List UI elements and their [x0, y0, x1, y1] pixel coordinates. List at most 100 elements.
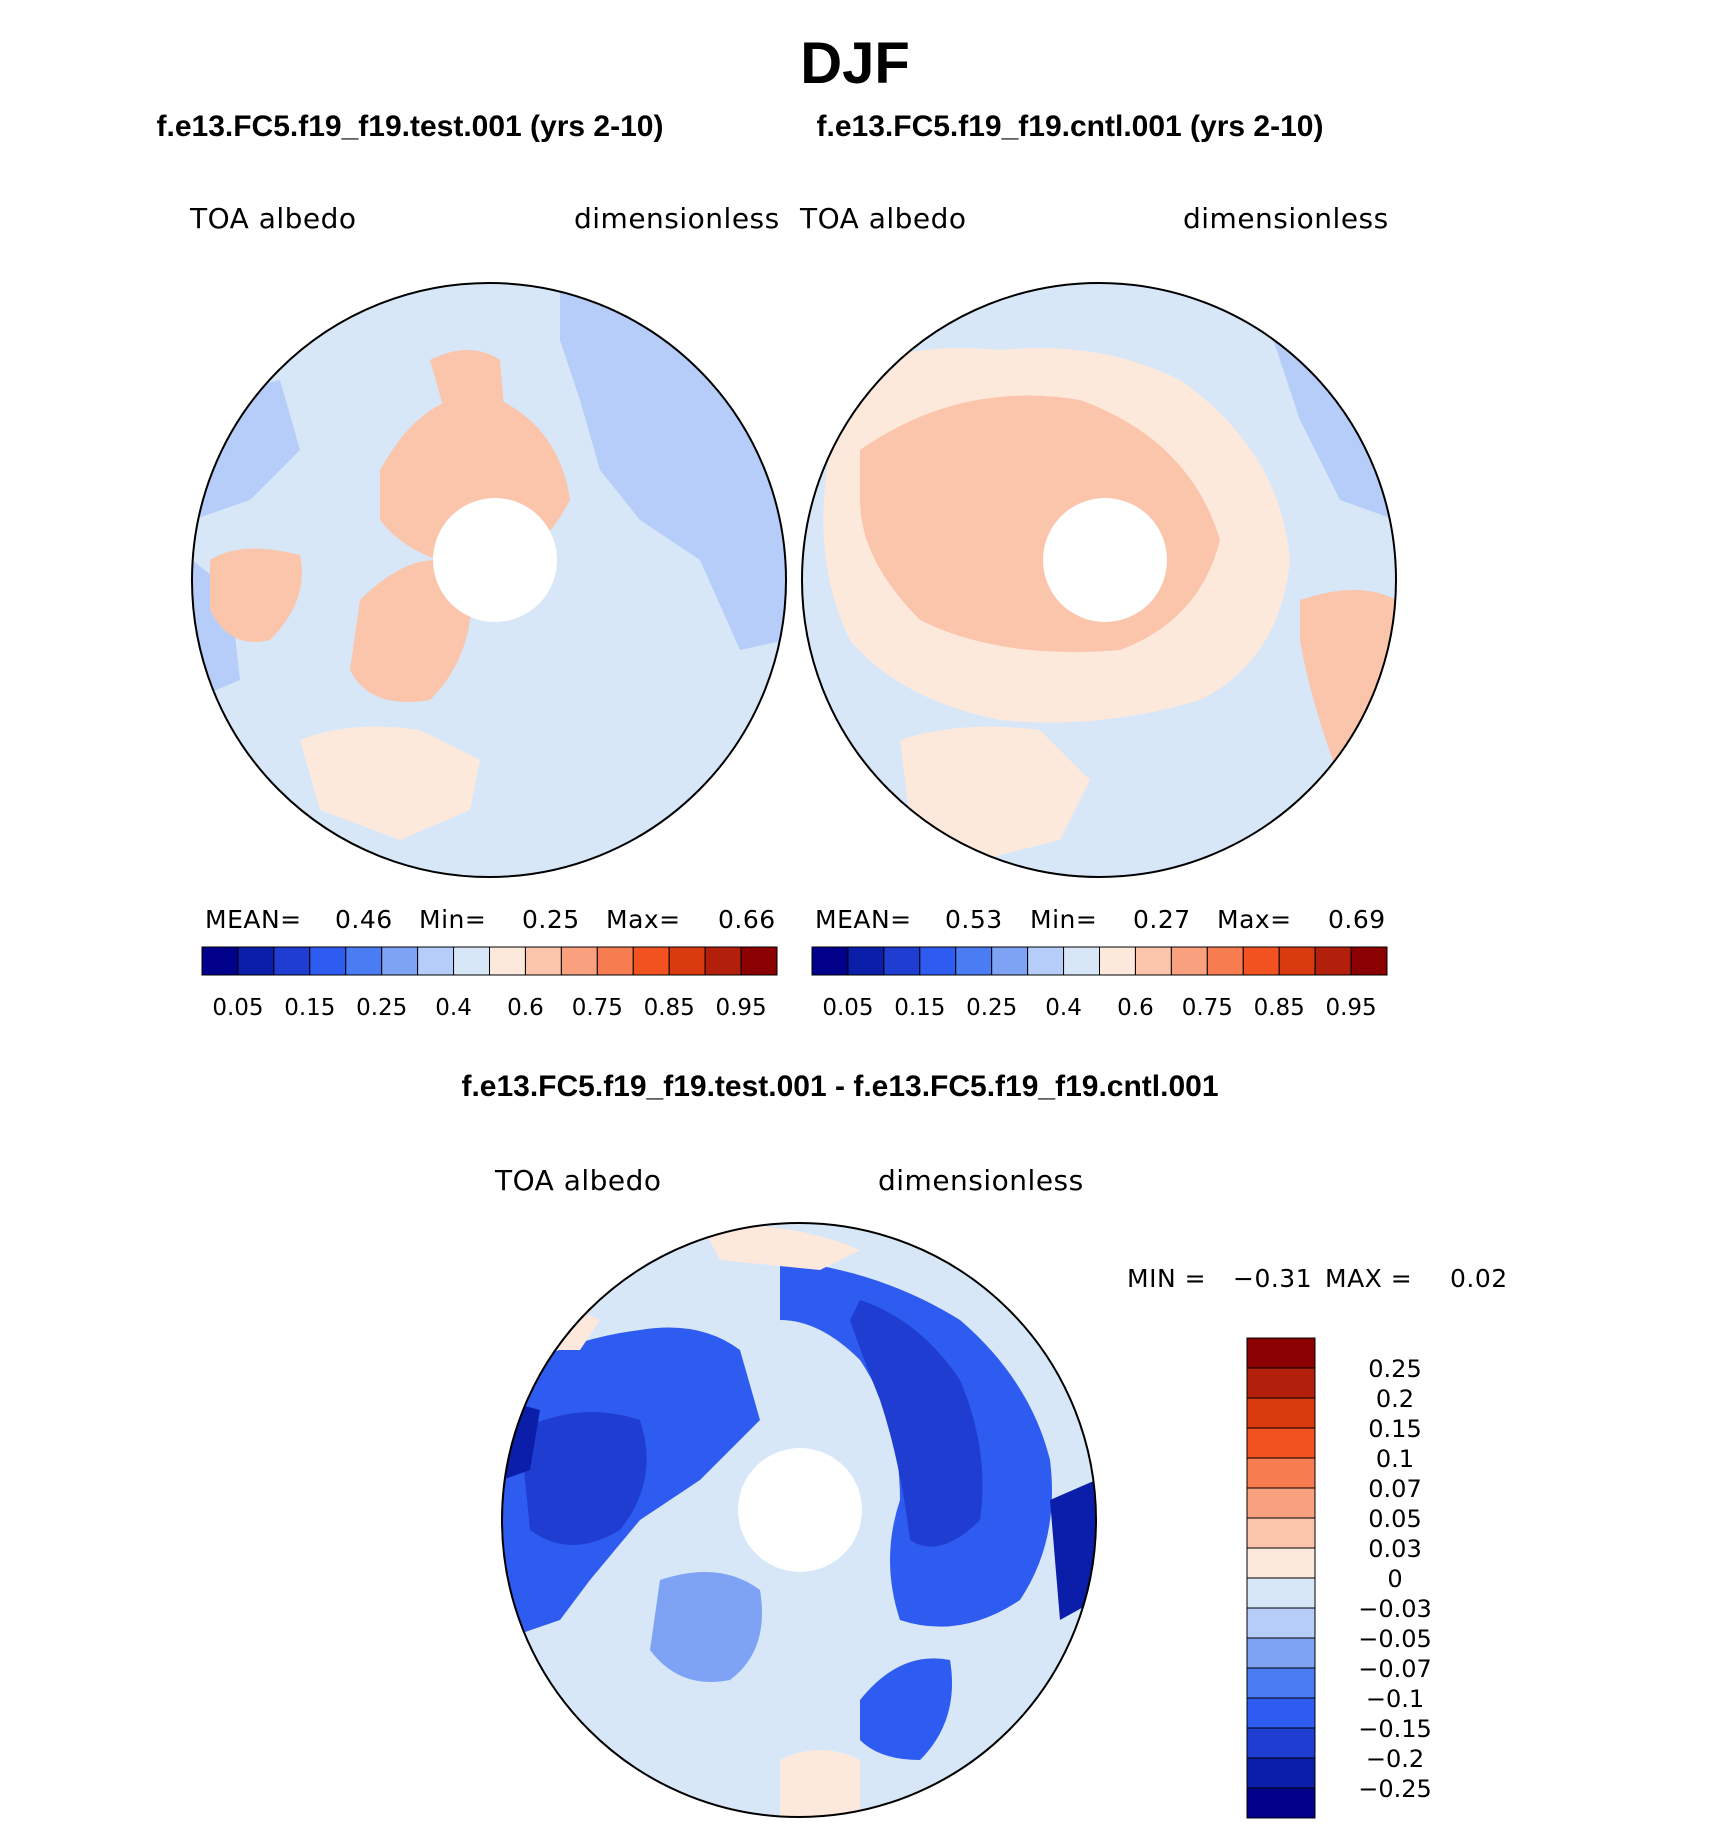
colorbar-tick-label: 0.75 [572, 995, 623, 1021]
diff-map-border [501, 1222, 1097, 1818]
diff-min-label: MIN = [1127, 1264, 1207, 1293]
colorbar-tick-label: 0 [1387, 1565, 1402, 1593]
panel1-canada-high [430, 350, 505, 430]
panel2-min-label: Min= [1030, 905, 1098, 934]
colorbar-tick-label: 0.4 [435, 995, 472, 1021]
colorbar-tick-label: −0.1 [1366, 1685, 1424, 1713]
panel2-min-value: 0.27 [1133, 905, 1191, 934]
colorbar-tick-label: 0.25 [356, 995, 407, 1021]
colorbar-cell [1314, 946, 1352, 976]
colorbar-tick-label: 0.1 [1376, 1445, 1414, 1473]
panel1-mean-label: MEAN= [205, 905, 302, 934]
panel1-siberia-high [350, 560, 472, 702]
colorbar-tick-label: 0.05 [212, 995, 263, 1021]
colorbar-cell [1246, 1697, 1316, 1729]
panel1-max-label: Max= [606, 905, 681, 934]
colorbar-cell [632, 946, 670, 976]
diff-colorbar: 0.250.20.150.10.070.050.030−0.03−0.05−0.… [1246, 1337, 1432, 1819]
colorbar-cell [704, 946, 742, 976]
diff-units-label: dimensionless [878, 1164, 1084, 1197]
diff-east-strong-low [1050, 1480, 1096, 1620]
colorbar-cell [596, 946, 634, 976]
colorbar-cell [1099, 946, 1136, 976]
panel2-pole-hole [1043, 498, 1167, 622]
colorbar-cell [1246, 1637, 1316, 1669]
colorbar-tick-label: 0.25 [966, 995, 1017, 1021]
colorbar-cell [1246, 1487, 1316, 1519]
panel1-pole-hole [433, 498, 557, 622]
colorbar-tick-label: −0.2 [1366, 1745, 1424, 1773]
panel2-max-label: Max= [1217, 905, 1292, 934]
colorbar-cell [1246, 1427, 1316, 1459]
colorbar-tick-label: 0.2 [1376, 1385, 1414, 1413]
panel1-mean-value: 0.46 [335, 905, 393, 934]
panel1-colorbar: 0.05 0.15 0.25 0.4 0.6 0.75 0.85 0.95 [201, 946, 778, 1021]
colorbar-cell [1242, 946, 1280, 976]
colorbar-cell [237, 946, 275, 976]
panel1-case-title: f.e13.FC5.f19_f19.test.001 (yrs 2-10) [156, 110, 664, 143]
colorbar-cell [1246, 1547, 1316, 1579]
panel2-case-title: f.e13.FC5.f19_f19.cntl.001 (yrs 2-10) [816, 110, 1324, 143]
colorbar-cell [1246, 1337, 1316, 1369]
colorbar-cell [740, 946, 778, 976]
colorbar-tick-label: 0.07 [1368, 1475, 1421, 1503]
panel2-max-value: 0.69 [1328, 905, 1386, 934]
colorbar-cell [1246, 1787, 1316, 1819]
colorbar-cell [417, 946, 455, 976]
colorbar-tick-label: −0.05 [1358, 1625, 1432, 1653]
colorbar-cell [201, 946, 239, 976]
colorbar-cell [811, 946, 849, 976]
panel2-units-label: dimensionless [1183, 202, 1389, 235]
colorbar-cell [1350, 946, 1388, 976]
colorbar-cell [847, 946, 885, 976]
colorbar-cell [668, 946, 706, 976]
colorbar-tick-label: 0.85 [1254, 995, 1305, 1021]
colorbar-cell [1278, 946, 1316, 976]
colorbar-cell [1170, 946, 1208, 976]
diff-max-value: 0.02 [1450, 1264, 1508, 1293]
colorbar-cell [1246, 1727, 1316, 1759]
panel2-europe-high [900, 726, 1090, 860]
colorbar-cell [560, 946, 598, 976]
colorbar-cell [955, 946, 993, 976]
panel1-units-label: dimensionless [574, 202, 780, 235]
diff-greenland-low [520, 1412, 647, 1545]
colorbar-cell [1206, 946, 1244, 976]
colorbar-cell [345, 946, 383, 976]
diff-south-positive [780, 1750, 860, 1817]
panel2-mean-label: MEAN= [815, 905, 912, 934]
colorbar-cell [273, 946, 311, 976]
colorbar-tick-label: −0.03 [1358, 1595, 1432, 1623]
panel1-min-label: Min= [419, 905, 487, 934]
colorbar-tick-label: −0.25 [1358, 1775, 1432, 1803]
diff-europe-low [860, 1658, 952, 1760]
colorbar-cell [991, 946, 1029, 976]
diff-north-positive [700, 1223, 860, 1270]
diff-max-label: MAX = [1325, 1264, 1413, 1293]
colorbar-cell [1134, 946, 1172, 976]
colorbar-tick-label: 0.4 [1045, 995, 1082, 1021]
panel1-max-value: 0.66 [718, 905, 776, 934]
colorbar-cell [1246, 1757, 1316, 1789]
colorbar-cell [1246, 1457, 1316, 1489]
diff-variable-label: TOA albedo [495, 1164, 662, 1197]
colorbar-tick-label: 0.6 [507, 995, 544, 1021]
colorbar-cell [1246, 1607, 1316, 1639]
diff-polar-map [501, 1222, 1097, 1818]
colorbar-cell [919, 946, 957, 976]
colorbar-tick-label: 0.6 [1117, 995, 1154, 1021]
panel2-polar-map [801, 282, 1397, 878]
diff-pole-hole [738, 1448, 862, 1572]
colorbar-cell [1246, 1667, 1316, 1699]
colorbar-cell [309, 946, 347, 976]
colorbar-cell [489, 946, 526, 976]
panel2-map-border [801, 282, 1397, 878]
colorbar-tick-label: 0.15 [1368, 1415, 1421, 1443]
panel1-polar-map [191, 282, 787, 878]
colorbar-cell [1063, 946, 1100, 976]
panel1-map-border [191, 282, 787, 878]
colorbar-tick-label: −0.15 [1358, 1715, 1432, 1743]
colorbar-tick-label: 0.15 [284, 995, 335, 1021]
colorbar-tick-label: 0.95 [1325, 995, 1376, 1021]
